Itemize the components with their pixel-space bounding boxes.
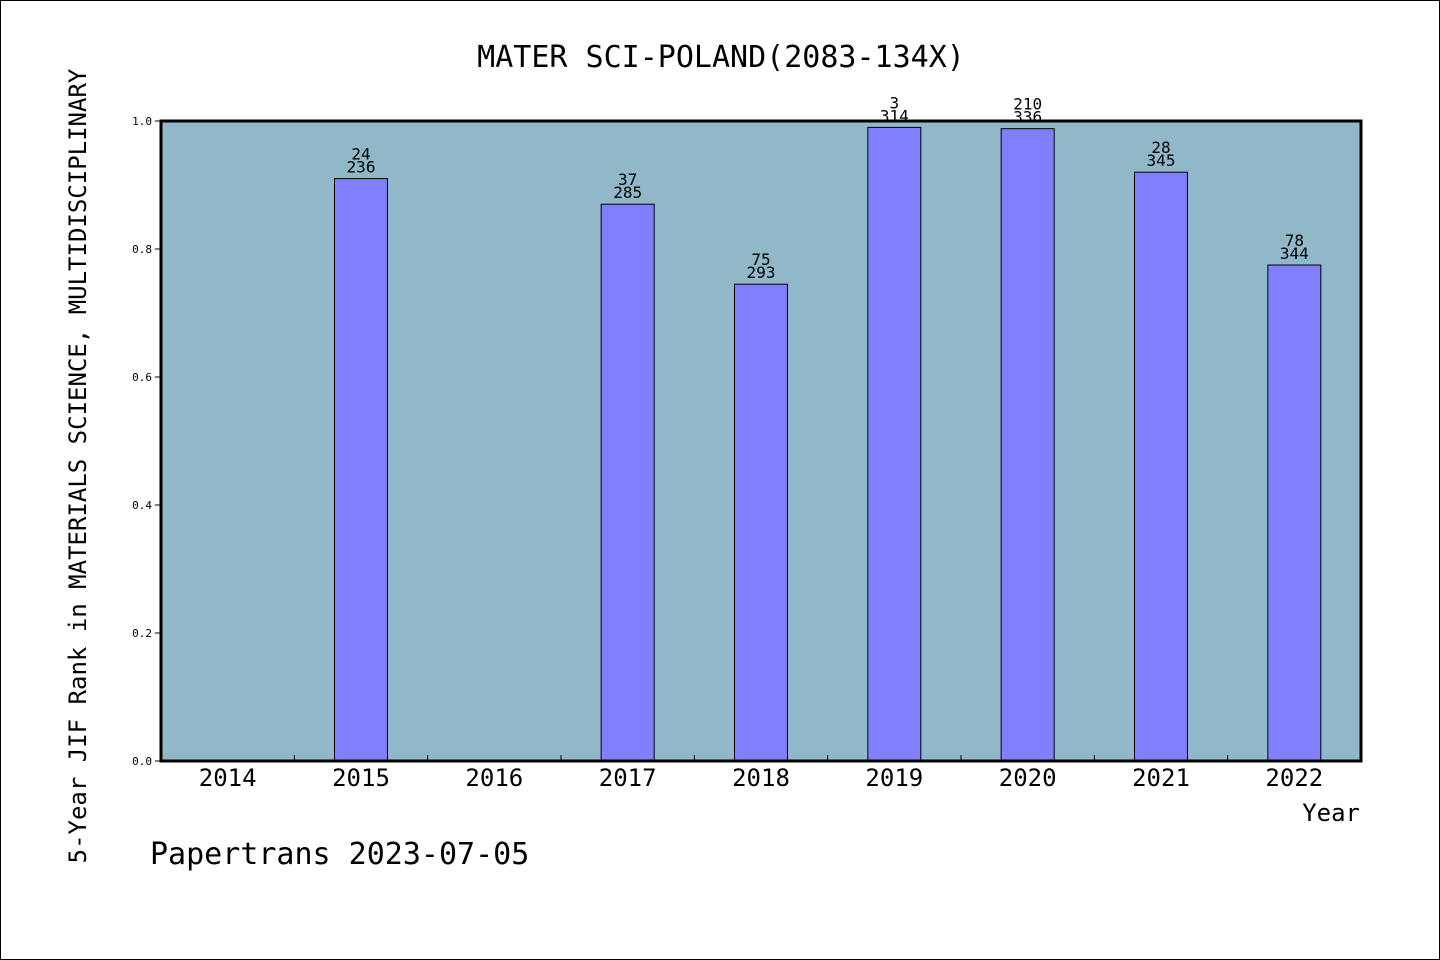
bar-2015 <box>334 178 388 762</box>
bar-rank-label-2019: 3 <box>890 93 900 112</box>
bar-2019 <box>867 126 922 762</box>
bar-total-label-2020: 336 <box>1013 108 1042 127</box>
x-tick-label-2019: 2019 <box>865 764 923 792</box>
y-tick-label-0.0: 0.0 <box>132 755 152 768</box>
bar-2017 <box>600 203 655 762</box>
x-tick-label-2020: 2020 <box>999 764 1057 792</box>
bar-rank-label-2022: 78 <box>1285 231 1304 250</box>
x-tick-label-2021: 2021 <box>1132 764 1190 792</box>
x-tick-label-2016: 2016 <box>465 764 523 792</box>
bar-total-label-2017: 285 <box>613 183 642 202</box>
bar-rank-label-2017: 37 <box>618 170 637 189</box>
bar-rank-label-2018: 75 <box>751 250 770 269</box>
y-tick-label-0.4: 0.4 <box>132 499 152 512</box>
x-tick-label-2017: 2017 <box>599 764 657 792</box>
bar-rank-label-2015: 24 <box>351 145 370 164</box>
bar-2021 <box>1134 171 1188 762</box>
y-axis-label: 5-Year JIF Rank in MATERIALS SCIENCE, MU… <box>64 68 92 863</box>
y-tick-label-0.8: 0.8 <box>132 243 152 256</box>
bar-rank-label-2020: 210 <box>1013 95 1042 114</box>
x-tick-label-2014: 2014 <box>199 764 257 792</box>
y-tick-label-0.6: 0.6 <box>132 371 152 384</box>
bar-total-label-2018: 293 <box>747 263 776 282</box>
bar-2020 <box>1000 128 1055 762</box>
x-tick-label-2022: 2022 <box>1265 764 1323 792</box>
y-axis-label-group: 5-Year JIF Rank in MATERIALS SCIENCE, MU… <box>64 68 92 863</box>
chart-title: MATER SCI-POLAND(2083-134X) <box>477 40 965 75</box>
bar-total-label-2021: 345 <box>1147 151 1176 170</box>
y-tick-label-0.2: 0.2 <box>132 627 152 640</box>
footer-credit: Papertrans 2023-07-05 <box>150 837 529 872</box>
axes-layer: 2014 2015 2016 2017 2018 2019 2020 2021 2022 0.0 0… <box>132 115 1363 792</box>
bar-2022 <box>1267 264 1322 762</box>
bar-total-label-2019: 314 <box>880 106 909 125</box>
x-axis-label: Year <box>1302 799 1360 827</box>
x-tick-label-2018: 2018 <box>732 764 790 792</box>
plot-frame <box>159 119 1363 763</box>
bar-2018 <box>734 283 788 762</box>
bar-total-label-2022: 344 <box>1280 244 1309 263</box>
bar-total-label-2015: 236 <box>347 158 376 177</box>
x-tick-label-2015: 2015 <box>332 764 390 792</box>
y-tick-label-1.0: 1.0 <box>132 115 152 128</box>
bar-rank-label-2021: 28 <box>1151 138 1170 157</box>
